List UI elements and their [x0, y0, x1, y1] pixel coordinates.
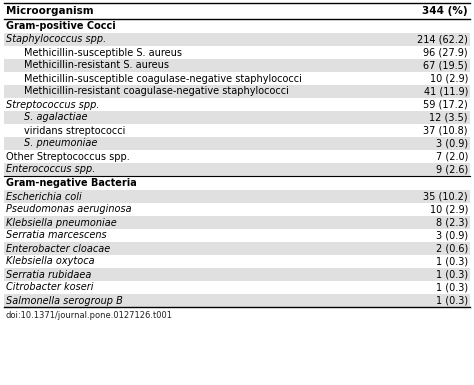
Text: 3 (0.9): 3 (0.9): [436, 139, 468, 149]
Text: Gram-positive Cocci: Gram-positive Cocci: [6, 21, 116, 31]
Text: 344 (%): 344 (%): [422, 6, 468, 16]
Bar: [4, 190, 470, 203]
Text: Gram-negative Bacteria: Gram-negative Bacteria: [6, 178, 137, 188]
Text: 1 (0.3): 1 (0.3): [436, 270, 468, 280]
Text: S. agalactiae: S. agalactiae: [24, 112, 88, 122]
Text: 59 (17.2): 59 (17.2): [423, 99, 468, 109]
Text: 10 (2.9): 10 (2.9): [429, 74, 468, 84]
Text: 1 (0.3): 1 (0.3): [436, 296, 468, 306]
Text: Methicillin-susceptible S. aureus: Methicillin-susceptible S. aureus: [24, 47, 182, 57]
Bar: [4, 85, 470, 98]
Text: viridans streptococci: viridans streptococci: [24, 126, 126, 136]
Text: Klebsiella oxytoca: Klebsiella oxytoca: [6, 256, 95, 266]
Text: Klebsiella pneumoniae: Klebsiella pneumoniae: [6, 218, 117, 228]
Text: Escherichia coli: Escherichia coli: [6, 191, 82, 201]
Bar: [4, 268, 470, 281]
Text: 12 (3.5): 12 (3.5): [429, 112, 468, 122]
Text: S. pneumoniae: S. pneumoniae: [24, 139, 97, 149]
Bar: [4, 163, 470, 176]
Text: Streptococcus spp.: Streptococcus spp.: [6, 99, 100, 109]
Bar: [4, 294, 470, 307]
Bar: [4, 111, 470, 124]
Text: Citrobacter koseri: Citrobacter koseri: [6, 283, 93, 293]
Text: Other Streptococcus spp.: Other Streptococcus spp.: [6, 152, 130, 161]
Text: 10 (2.9): 10 (2.9): [429, 204, 468, 214]
Bar: [4, 33, 470, 46]
Text: Staphylococcus spp.: Staphylococcus spp.: [6, 35, 106, 45]
Text: Methicillin-resistant coagulase-negative staphylococci: Methicillin-resistant coagulase-negative…: [24, 87, 289, 97]
Text: 8 (2.3): 8 (2.3): [436, 218, 468, 228]
Bar: [4, 242, 470, 255]
Text: 3 (0.9): 3 (0.9): [436, 231, 468, 241]
Text: Microorganism: Microorganism: [6, 6, 94, 16]
Text: Serratia marcescens: Serratia marcescens: [6, 231, 107, 241]
Text: Pseudomonas aeruginosa: Pseudomonas aeruginosa: [6, 204, 132, 214]
Bar: [4, 137, 470, 150]
Text: Enterococcus spp.: Enterococcus spp.: [6, 164, 95, 174]
Text: 96 (27.9): 96 (27.9): [423, 47, 468, 57]
Text: Serratia rubidaea: Serratia rubidaea: [6, 270, 91, 280]
Text: 1 (0.3): 1 (0.3): [436, 283, 468, 293]
Bar: [4, 216, 470, 229]
Text: Methicillin-susceptible coagulase-negative staphylococci: Methicillin-susceptible coagulase-negati…: [24, 74, 302, 84]
Text: Methicillin-resistant S. aureus: Methicillin-resistant S. aureus: [24, 60, 169, 70]
Text: 1 (0.3): 1 (0.3): [436, 256, 468, 266]
Text: Salmonella serogroup B: Salmonella serogroup B: [6, 296, 123, 306]
Text: 41 (11.9): 41 (11.9): [424, 87, 468, 97]
Bar: [4, 59, 470, 72]
Text: 214 (62.2): 214 (62.2): [417, 35, 468, 45]
Text: 35 (10.2): 35 (10.2): [423, 191, 468, 201]
Text: 2 (0.6): 2 (0.6): [436, 243, 468, 253]
Text: doi:10.1371/journal.pone.0127126.t001: doi:10.1371/journal.pone.0127126.t001: [6, 311, 173, 320]
Text: 67 (19.5): 67 (19.5): [423, 60, 468, 70]
Text: 7 (2.0): 7 (2.0): [436, 152, 468, 161]
Text: Enterobacter cloacae: Enterobacter cloacae: [6, 243, 110, 253]
Text: 9 (2.6): 9 (2.6): [436, 164, 468, 174]
Text: 37 (10.8): 37 (10.8): [423, 126, 468, 136]
